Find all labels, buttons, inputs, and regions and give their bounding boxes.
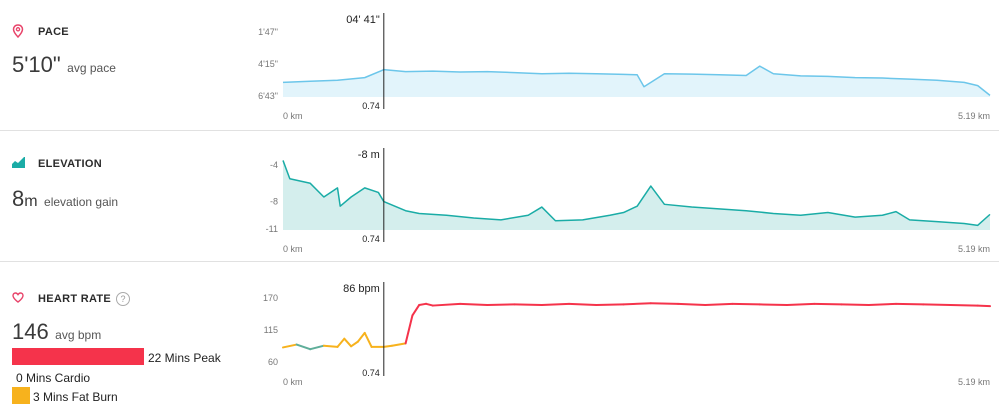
heart_rate-line-segment: [595, 303, 625, 306]
heart_rate-line-segment: [459, 302, 489, 306]
heart_rate-line-segment: [867, 302, 898, 306]
x-end-label: 5.19 km: [958, 377, 990, 387]
zone-bar-peak: [12, 348, 144, 365]
help-icon[interactable]: ?: [116, 292, 130, 306]
y-tick-label: 4'15": [258, 59, 278, 69]
heart_rate-line-segment: [418, 302, 428, 306]
y-tick-label: 170: [263, 293, 278, 303]
pace-desc: avg pace: [67, 61, 116, 75]
pace-title: PACE: [38, 26, 69, 38]
elevation-value: 8: [12, 186, 25, 211]
divider: [0, 261, 999, 262]
heart_rate-line-segment: [363, 331, 373, 348]
heart_rate-line-segment: [295, 343, 312, 351]
heart-rate-title: HEART RATE: [38, 293, 112, 305]
pace-line: [282, 65, 991, 96]
y-tick-label: -11: [266, 224, 278, 234]
cursor-value-label: -8 m: [358, 149, 380, 161]
heart-rate-stat: 146 avg bpm: [12, 319, 101, 345]
heart_rate-line-segment: [758, 303, 789, 306]
x-end-label: 5.19 km: [958, 244, 990, 254]
heart_rate-line-segment: [309, 344, 325, 351]
zone-bar-fat-burn: [12, 387, 30, 404]
heart_rate-line-segment: [813, 302, 843, 306]
heart_rate-line-segment: [513, 303, 543, 306]
heart-rate-chart[interactable]: 170 115 60 0 km 5.19 km 86 bpm 0.74: [240, 262, 999, 419]
heart-rate-section: HEART RATE ? 146 avg bpm 22 Mins Peak 0 …: [0, 262, 999, 419]
heart_rate-line-segment: [949, 303, 979, 307]
x-start-label: 0 km: [283, 244, 303, 254]
heart_rate-line-segment: [649, 302, 680, 305]
x-start-label: 0 km: [283, 377, 303, 387]
heart_rate-line-segment: [343, 337, 353, 348]
heart_rate-line-segment: [922, 303, 952, 306]
elevation-title: ELEVATION: [38, 158, 103, 170]
heart_rate-line-segment: [786, 302, 816, 306]
y-tick-label: 6'43": [258, 91, 278, 101]
heart-rate-desc: avg bpm: [55, 328, 102, 342]
elevation-stat: 8m elevation gain: [12, 186, 118, 212]
heart_rate-line-segment: [568, 302, 598, 306]
heart_rate-line-segment: [382, 344, 393, 348]
heart_rate-line-segment: [540, 302, 571, 306]
y-tick-label: 60: [268, 357, 278, 367]
heart_rate-line-segment: [731, 302, 761, 306]
heart_rate-line-segment: [350, 340, 359, 348]
heart_rate-line-segment: [411, 303, 421, 317]
heart_rate-line-segment: [840, 303, 870, 306]
elevation-desc: elevation gain: [44, 195, 119, 209]
elevation-icon: [12, 157, 25, 168]
heart_rate-line-segment: [404, 314, 414, 345]
heart_rate-line-segment: [390, 342, 407, 347]
elevation-chart[interactable]: -4 -8 -11 0 km 5.19 km -8 m 0.74: [240, 131, 999, 261]
cursor-value-label: 86 bpm: [343, 283, 380, 295]
heart_rate-line-segment: [704, 302, 734, 306]
heart_rate-line-segment: [486, 303, 516, 306]
heart_rate-line-segment: [622, 302, 652, 306]
heart-rate-value: 146: [12, 319, 49, 344]
y-tick-label: 115: [264, 325, 278, 335]
x-start-label: 0 km: [283, 111, 303, 121]
cursor-x-label: 0.74: [362, 101, 380, 111]
heart-icon: [12, 292, 24, 303]
y-tick-label: -8: [270, 197, 278, 207]
y-tick-label: -4: [270, 160, 278, 170]
divider: [0, 130, 999, 131]
heart_rate-line-segment: [431, 302, 462, 307]
zone-label-cardio: 0 Mins Cardio: [16, 371, 91, 385]
heart_rate-line-segment: [282, 343, 298, 349]
pace-chart[interactable]: 1'47" 4'15" 6'43" 0 km 5.19 km 04' 41" 0.74: [240, 0, 999, 130]
cursor-x-label: 0.74: [362, 234, 380, 244]
heart_rate-line-segment: [976, 304, 991, 308]
elevation-section: ELEVATION 8m elevation gain -4 -8 -11 0 km 5…: [0, 131, 999, 261]
elevation-unit: m: [24, 193, 38, 210]
zone-label-fat-burn: 3 Mins Fat Burn: [33, 390, 118, 404]
location-pin-icon: [12, 24, 24, 38]
heart_rate-line-segment: [356, 331, 366, 343]
elevation-line: [282, 160, 991, 227]
pace-area: [283, 66, 990, 97]
heart_rate-line-segment: [895, 302, 925, 306]
zone-label-peak: 22 Mins Peak: [148, 351, 221, 365]
heart_rate-line-segment: [677, 302, 707, 306]
cursor-x-label: 0.74: [362, 368, 380, 378]
elevation-area: [283, 160, 990, 230]
y-tick-label: 1'47": [258, 27, 278, 37]
heart_rate-line-segment: [322, 344, 339, 348]
heart_rate-line-segment: [425, 302, 434, 307]
pace-stat: 5'10" avg pace: [12, 52, 116, 78]
x-end-label: 5.19 km: [958, 111, 990, 121]
cursor-value-label: 04' 41": [346, 14, 380, 26]
pace-value: 5'10": [12, 52, 61, 77]
heart_rate-line-segment: [336, 337, 346, 348]
pace-section: PACE 5'10" avg pace 1'47" 4'15" 6'43" 0 km 5…: [0, 0, 999, 130]
